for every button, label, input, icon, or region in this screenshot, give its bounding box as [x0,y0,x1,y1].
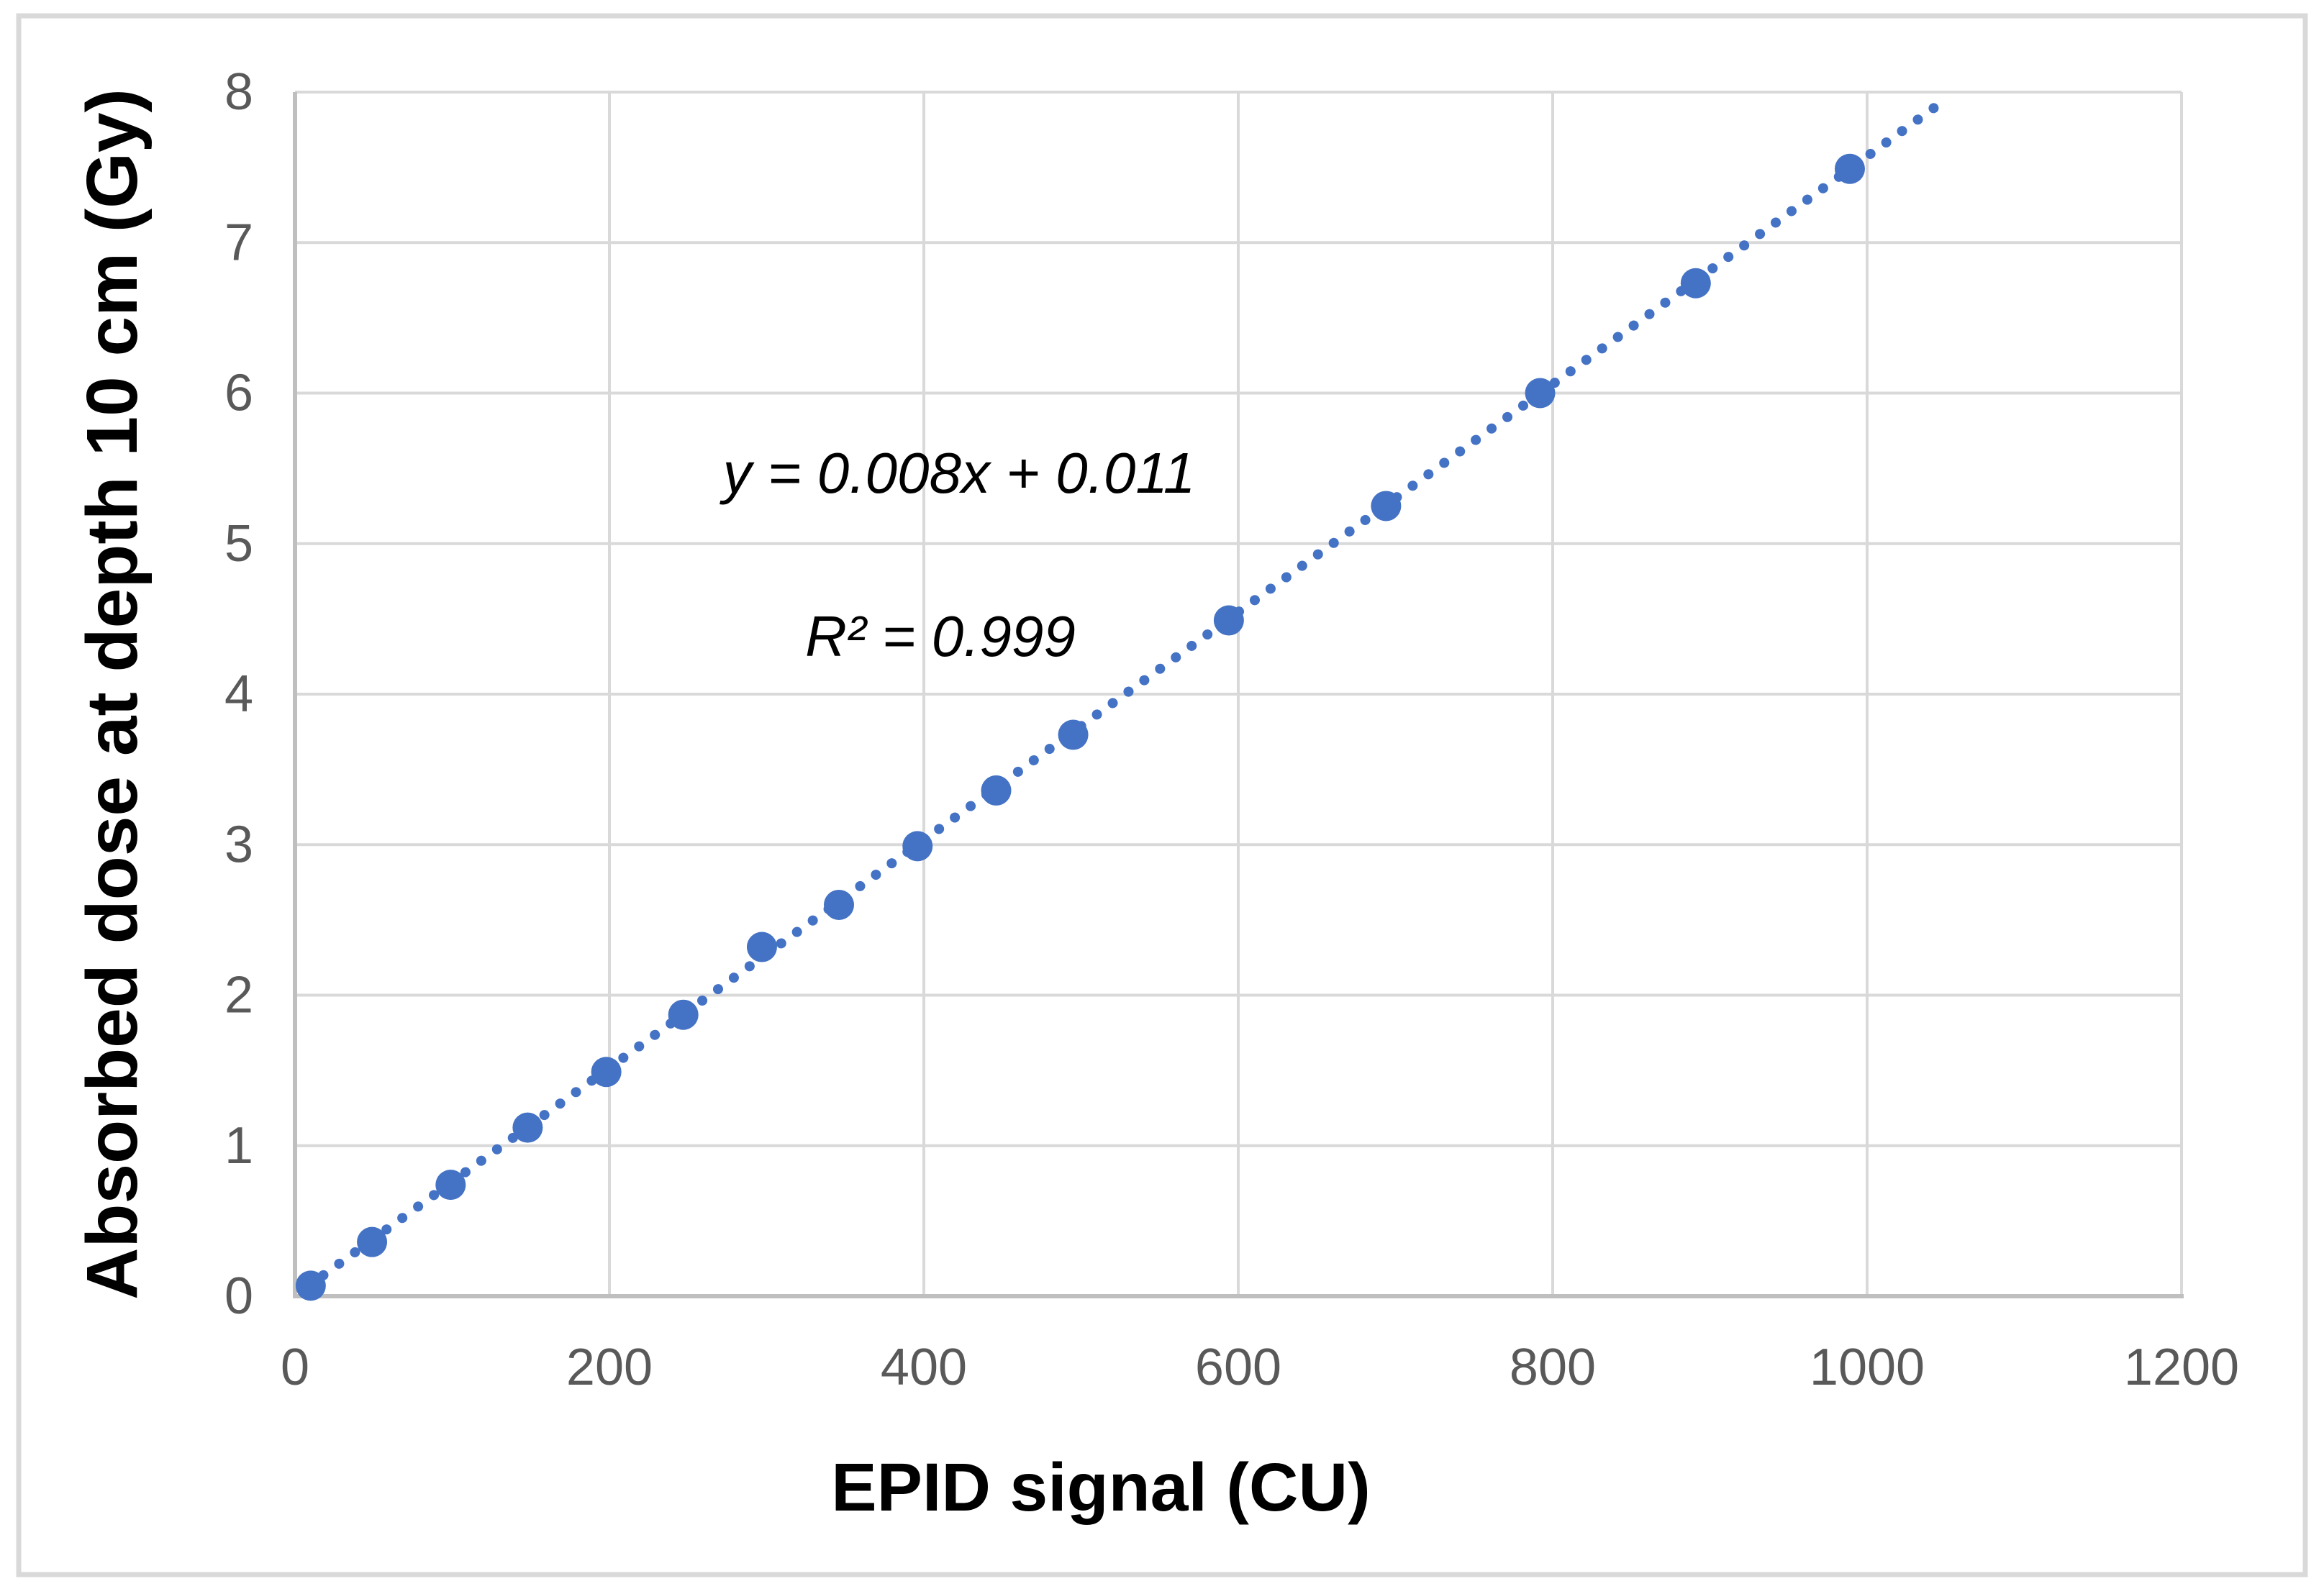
x-axis-tick-labels: 0 200 400 600 800 1000 1200 [281,1339,2239,1396]
trendline-equation-label: y = 0.008x + 0.011 [720,441,1196,505]
x-tick-label: 1200 [2124,1339,2239,1396]
trendline [302,91,1954,1292]
data-point [1058,719,1089,750]
y-tick-label: 7 [224,214,253,271]
data-point [902,831,933,862]
y-tick-label: 2 [224,967,253,1024]
x-tick-label: 800 [1510,1339,1596,1396]
y-axis-title: Absorbed dose at depth 10 cm (Gy) [72,88,153,1300]
data-points [295,153,1865,1301]
data-point [1213,605,1244,636]
y-tick-label: 4 [224,665,253,723]
r-squared-label: R² = 0.999 [805,604,1076,668]
x-tick-label: 600 [1195,1339,1281,1396]
data-point [357,1226,388,1257]
x-axis-title: EPID signal (CU) [831,1449,1371,1526]
y-axis-tick-labels: 0 1 2 3 4 5 6 7 8 [224,63,253,1325]
x-tick-label: 200 [566,1339,653,1396]
axis-lines [293,92,2184,1298]
y-tick-label: 3 [224,816,253,873]
x-tick-label: 0 [281,1339,309,1396]
data-point [1834,153,1865,184]
data-point [512,1112,543,1143]
y-tick-label: 1 [224,1117,253,1175]
y-tick-label: 5 [224,515,253,573]
y-tick-label: 0 [224,1267,253,1325]
y-tick-label: 6 [224,365,253,422]
dotted-trendline [302,91,1954,1292]
data-point [591,1057,622,1088]
gridlines [294,91,2183,1298]
data-point [824,889,855,920]
data-point [435,1170,466,1201]
data-point [295,1270,326,1301]
figure-border [16,13,2308,1577]
data-point [1680,268,1711,299]
x-tick-label: 1000 [1810,1339,1925,1396]
data-point [668,999,699,1030]
data-point [746,932,777,962]
x-tick-label: 400 [881,1339,967,1396]
data-point [1525,378,1556,409]
data-point [981,775,1012,806]
data-point [1371,491,1402,522]
y-tick-label: 8 [224,63,253,121]
